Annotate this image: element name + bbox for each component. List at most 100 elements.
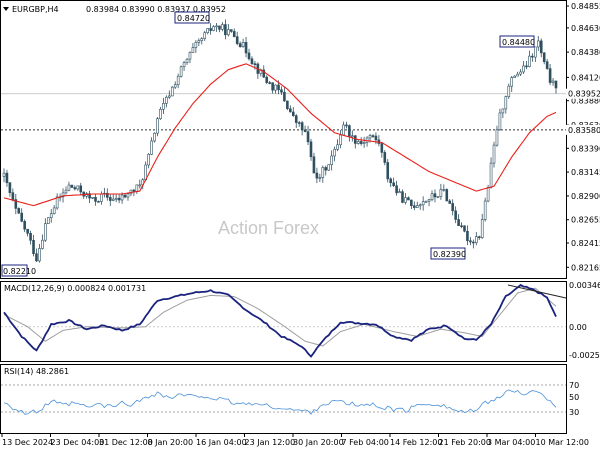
candle-body [153,132,156,142]
candle-body [348,125,351,137]
price-tick-label: 0.82165 [571,263,600,272]
level-price-label-bg [566,124,600,135]
time-tick-label: 23 Dec 04:00 [51,438,105,447]
candle-body [380,143,384,153]
candle-body [548,68,552,83]
candle-body [55,196,59,209]
candle-body [439,189,443,197]
candle-body [17,208,21,214]
candle-body [135,184,139,192]
candle-body [61,192,65,198]
candle-body [460,225,463,227]
candle-body [498,112,502,131]
label-high-mar: 0.84480 [499,35,535,48]
candle-body [159,109,162,119]
price-tick-label: 0.83145 [571,168,600,177]
candle-body [486,187,490,202]
candle-body [436,196,440,198]
candle-body [542,52,546,62]
candle-body [209,28,212,31]
candle-body [371,135,375,137]
candle-body [474,236,478,244]
rsi-tick-70: 70 [569,381,579,390]
time-tick-label: 21 Feb 20:00 [439,438,491,447]
symbol-timeframe: EURGBP,H4 [12,5,59,14]
candle-body [156,118,159,134]
candle-body [11,192,15,200]
candle-body [23,220,26,230]
candle-body [2,172,6,177]
candle-body [534,46,537,58]
candle-body [215,25,218,28]
candle-body [64,189,68,194]
candle-body [250,58,254,64]
candle-body [41,239,44,249]
candle-body [197,40,201,43]
candle-body [410,199,413,207]
candle-body [339,134,342,146]
candle-body [418,204,422,207]
candle-body [108,197,112,201]
candle-body [150,140,153,155]
level-price-label: 0.83580 [568,126,600,135]
candle-body [132,189,136,192]
candle-body [29,232,32,241]
current-price-label: 0.83952 [568,90,600,99]
candle-body [336,144,339,150]
candle-body [448,200,452,204]
time-tick-label: 7 Feb 04:00 [342,438,389,447]
candle-body [100,193,103,202]
candle-body [430,193,434,201]
candle-body [247,52,251,60]
candle-body [368,135,372,139]
candle-body [114,197,118,200]
label-low-dec: 0.82210 [1,264,36,277]
candle-body [289,108,292,113]
candle-body [353,135,357,144]
candle-body [79,185,83,193]
rsi-tick-30: 30 [569,408,579,417]
candle-body [165,96,168,104]
candle-body [170,86,174,97]
candle-body [501,108,505,114]
candle-body [185,58,189,63]
candle-body [32,239,35,254]
candle-body [123,194,127,198]
macd-signal-line [3,287,557,347]
candle-body [221,24,224,30]
candle-body [383,152,387,163]
rsi-layer [3,389,557,415]
time-tick-label: 16 Jan 04:00 [196,438,247,447]
header-marker-icon [3,7,9,11]
rsi-title: RSI(14) 48.2861 [4,367,69,376]
candle-body [294,115,298,123]
candle-body [194,42,198,48]
label-high-mar-text: 0.84480 [502,38,535,47]
moving-average-line [3,63,557,207]
candle-body [531,55,534,58]
candle-body [188,52,192,60]
candle-body [238,43,242,48]
candle-body [483,200,487,220]
candle-body [413,205,416,208]
candle-body [427,199,431,202]
candle-body [300,122,304,131]
candle-body [203,32,207,39]
macd-tick-bottom: -0.002593 [569,351,600,360]
candle-body [327,164,331,171]
candle-body [35,253,38,262]
candle-body [274,84,277,91]
candle-body [117,197,121,201]
candle-body [330,155,333,165]
candle-body [539,40,543,54]
price-tick-label: 0.82415 [571,239,600,248]
rsi-line [3,389,557,415]
candle-body [536,40,540,48]
candle-body [70,184,74,188]
candle-body [312,156,316,174]
macd-layer [1,283,567,358]
candle-body [76,185,80,190]
candle-body [551,80,555,83]
